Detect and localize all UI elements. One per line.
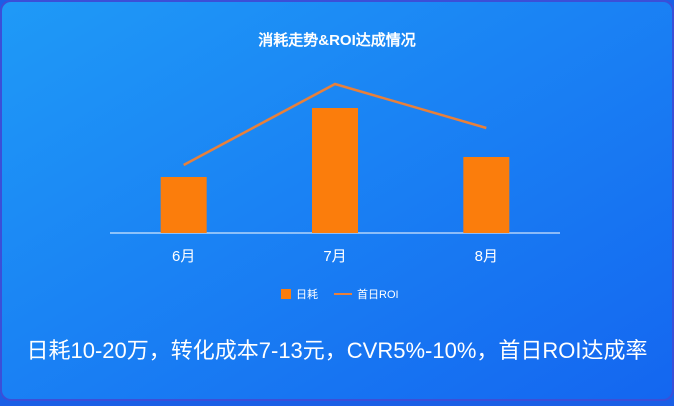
bar — [463, 157, 510, 233]
legend-label: 首日ROI — [357, 287, 399, 301]
line — [183, 82, 487, 167]
bar — [160, 177, 207, 233]
legend-swatch — [281, 289, 291, 299]
legend-label: 日耗 — [296, 288, 318, 301]
x-tick-label: 8月 — [475, 248, 498, 265]
caption: 日耗10-20万，转化成本7-13元，CVR5%-10%，首日ROI达成率 — [26, 338, 647, 363]
bar — [312, 108, 358, 233]
x-tick-label: 6月 — [172, 248, 195, 265]
x-tick-label: 7月 — [323, 248, 346, 265]
chart-title: 消耗走势&ROI达成情况 — [258, 31, 416, 49]
